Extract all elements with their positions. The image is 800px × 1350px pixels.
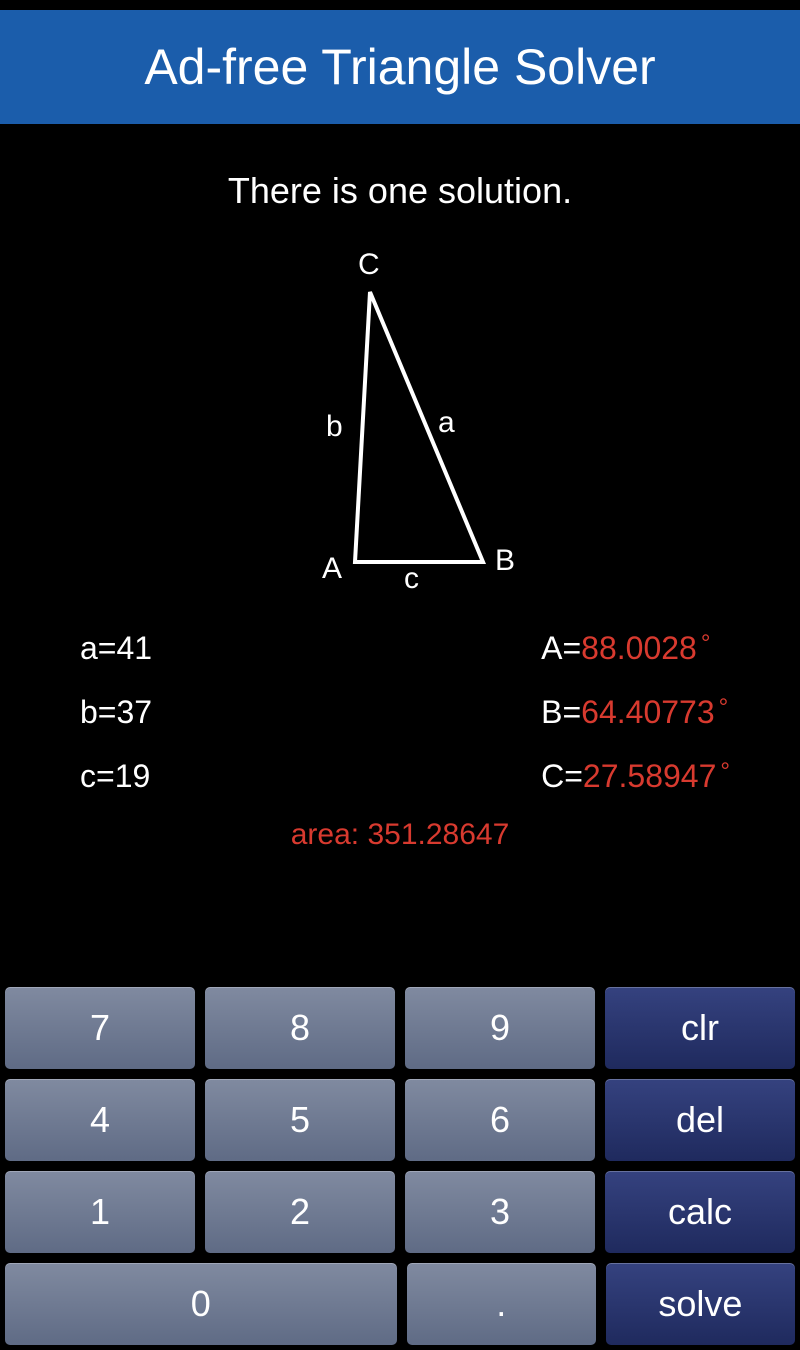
vertex-label-B: B <box>495 544 515 578</box>
area-display: area: 351.28647 <box>291 818 510 852</box>
key-3[interactable]: 3 <box>404 1170 596 1254</box>
side-b-label: b= <box>80 694 116 730</box>
angle-B-value: 64.40773 <box>581 694 714 730</box>
key-solve[interactable]: solve <box>605 1262 796 1346</box>
key-0[interactable]: 0 <box>4 1262 398 1346</box>
vertex-label-A: A <box>322 552 342 586</box>
angle-C-unit: ° <box>720 758 730 785</box>
vertex-label-C: C <box>358 248 380 282</box>
angle-C-label: C= <box>541 758 583 794</box>
side-a-value: 41 <box>116 630 152 666</box>
angle-B-label: B= <box>541 694 581 730</box>
key-7[interactable]: 7 <box>4 986 196 1070</box>
side-label-a: a <box>438 406 455 440</box>
solution-status: There is one solution. <box>228 170 572 212</box>
key-1[interactable]: 1 <box>4 1170 196 1254</box>
key-6[interactable]: 6 <box>404 1078 596 1162</box>
angle-C-value: 27.58947 <box>583 758 716 794</box>
side-c-value: 19 <box>115 758 151 794</box>
angle-C-row[interactable]: C=27.58947° <box>541 744 730 808</box>
side-c-label: c= <box>80 758 115 794</box>
key-del[interactable]: del <box>604 1078 796 1162</box>
key-dot[interactable]: . <box>406 1262 597 1346</box>
angle-A-unit: ° <box>701 630 711 657</box>
angle-B-row[interactable]: B=64.40773° <box>541 680 730 744</box>
triangle-shape <box>355 292 483 562</box>
angle-A-row[interactable]: A=88.0028° <box>541 616 730 680</box>
angle-B-unit: ° <box>719 694 729 721</box>
triangle-svg <box>220 242 580 592</box>
keypad: 7 8 9 clr 4 5 6 del 1 2 3 calc 0 . solve <box>0 986 800 1350</box>
key-5[interactable]: 5 <box>204 1078 396 1162</box>
angle-A-value: 88.0028 <box>581 630 697 666</box>
app-header: Ad-free Triangle Solver <box>0 0 800 134</box>
angle-A-label: A= <box>541 630 581 666</box>
triangle-diagram: C A B b a c <box>220 242 580 592</box>
main-content: There is one solution. C A B b a c a=41 … <box>0 134 800 986</box>
key-clr[interactable]: clr <box>604 986 796 1070</box>
side-b-row[interactable]: b=37 <box>80 680 152 744</box>
angles-column: A=88.0028° B=64.40773° C=27.58947° <box>541 616 730 808</box>
sides-column: a=41 b=37 c=19 <box>80 616 152 808</box>
side-a-row[interactable]: a=41 <box>80 616 152 680</box>
area-value: 351.28647 <box>367 818 509 851</box>
side-a-label: a= <box>80 630 116 666</box>
key-2[interactable]: 2 <box>204 1170 396 1254</box>
app-title: Ad-free Triangle Solver <box>144 39 655 95</box>
side-c-row[interactable]: c=19 <box>80 744 152 808</box>
key-4[interactable]: 4 <box>4 1078 196 1162</box>
side-b-value: 37 <box>116 694 152 730</box>
side-label-c: c <box>404 562 419 596</box>
key-8[interactable]: 8 <box>204 986 396 1070</box>
area-label: area: <box>291 818 368 851</box>
side-label-b: b <box>326 410 343 444</box>
key-calc[interactable]: calc <box>604 1170 796 1254</box>
values-panel: a=41 b=37 c=19 A=88.0028° B=64.40773° C=… <box>0 616 800 808</box>
key-9[interactable]: 9 <box>404 986 596 1070</box>
